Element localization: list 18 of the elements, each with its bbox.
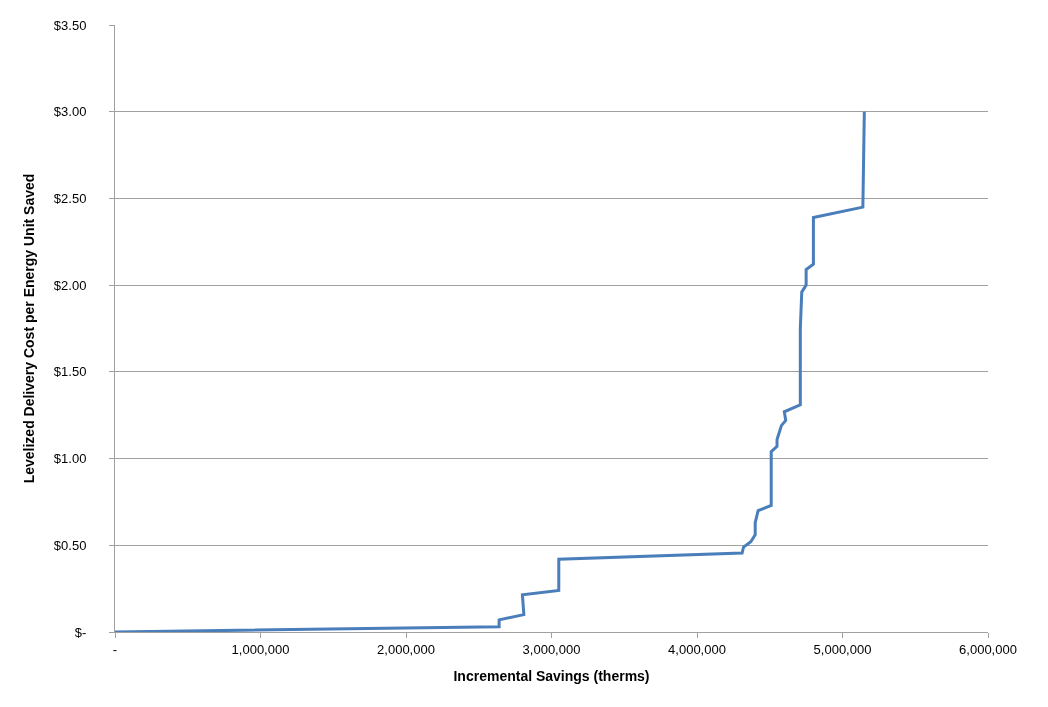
x-tick-label: 4,000,000: [668, 641, 726, 657]
line-series: [115, 110, 866, 632]
y-tick-label: $2.00: [53, 277, 87, 293]
y-tick-label: $1.50: [53, 364, 87, 380]
y-tick-label: $3.00: [53, 104, 87, 120]
y-tick-label: $1.00: [53, 451, 87, 467]
y-tick-label: $-: [74, 624, 87, 640]
x-tick-label: 3,000,000: [522, 641, 581, 657]
y-tick-label: $2.50: [53, 190, 87, 206]
x-tick-label: 1,000,000: [231, 641, 290, 657]
y-tick-label: $3.50: [53, 17, 87, 33]
x-tick-label: -: [112, 641, 118, 657]
x-tick-label: 6,000,000: [959, 641, 1017, 657]
y-axis-title: Levelized Delivery Cost per Energy Unit Saved: [21, 173, 38, 484]
y-tick-label: $0.50: [53, 537, 87, 553]
x-tick-label: 2,000,000: [377, 641, 435, 657]
x-tick-label: 5,000,000: [813, 641, 872, 657]
x-axis-title: Incremental Savings (therms): [453, 667, 650, 684]
